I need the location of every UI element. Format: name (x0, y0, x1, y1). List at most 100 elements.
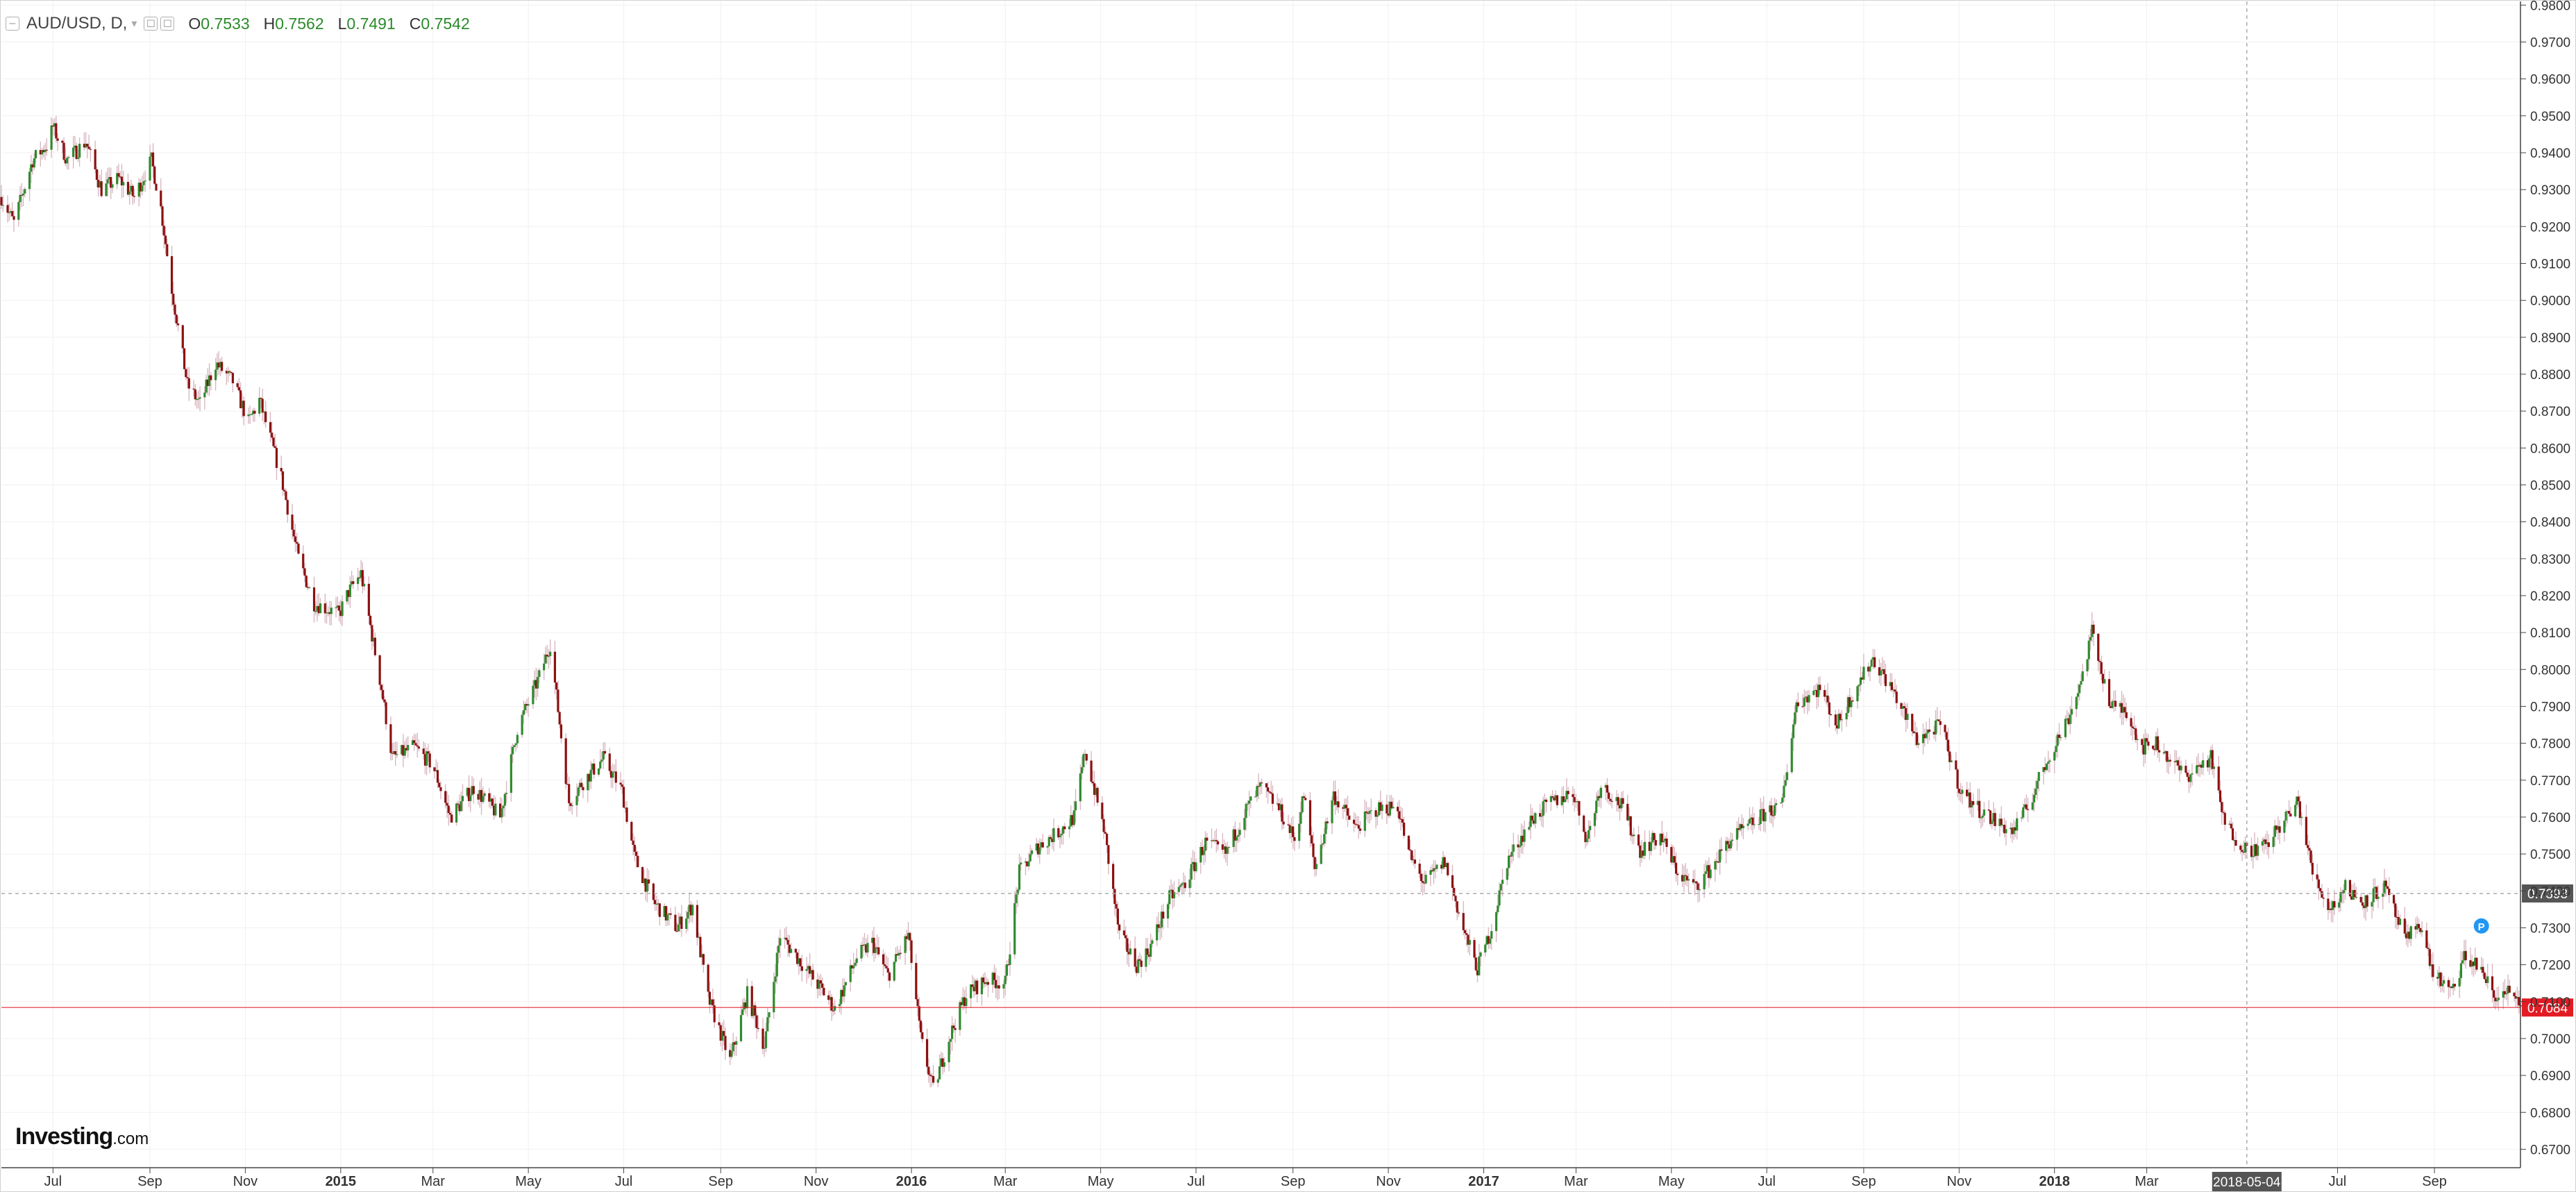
candle-body (51, 125, 54, 127)
candle-body (2123, 707, 2126, 712)
candle-body (1639, 845, 1642, 858)
candle-body (2311, 862, 2314, 875)
candle-body (389, 724, 392, 753)
candle-body (2461, 960, 2464, 964)
candle-body (67, 157, 70, 158)
square-icon[interactable]: ◻ (160, 17, 175, 31)
candle-body (2217, 766, 2220, 791)
candle-body (1499, 884, 1502, 891)
candle-body (1815, 689, 1818, 698)
candle-body (2242, 852, 2245, 853)
candle-body (2092, 624, 2095, 634)
candle-body (1719, 849, 1721, 863)
minus-box-icon[interactable]: – (6, 17, 19, 31)
candle-body (2177, 760, 2180, 766)
candle-body (2103, 679, 2106, 684)
candle-body (1869, 666, 1871, 672)
candle-body (2403, 918, 2406, 934)
candle-body (718, 1022, 721, 1025)
candle-body (1948, 751, 1951, 762)
candle-body (2338, 902, 2341, 908)
candle-body (1293, 837, 1296, 841)
candle-body (383, 699, 386, 703)
candle-body (330, 607, 332, 614)
candle-body (2135, 728, 2137, 740)
candle-body (1138, 959, 1141, 961)
y-tick-label: 0.9800 (2530, 0, 2570, 13)
x-tick-label: Nov (804, 1174, 829, 1189)
candle-body (1871, 657, 1875, 660)
chevron-down-icon[interactable]: ▾ (131, 18, 137, 30)
candle-body (991, 973, 994, 985)
x-tick-label: Nov (1376, 1174, 1401, 1189)
candle-body (86, 144, 89, 147)
candle-body (1578, 800, 1581, 816)
candle-body (930, 1075, 933, 1077)
candle-body (411, 740, 414, 746)
y-tick-label: 0.7500 (2530, 848, 2570, 862)
candle-body (230, 371, 233, 373)
candle-body (1507, 855, 1510, 868)
candle-body (2067, 718, 2070, 725)
candle-body (1245, 803, 1247, 819)
candle-body (2045, 764, 2048, 771)
candle-body (1649, 842, 1653, 851)
candle-body (965, 998, 968, 1007)
candle-body (1227, 846, 1230, 848)
x-tick-label: Jul (1758, 1174, 1776, 1189)
candle-body (1894, 689, 1896, 692)
candle-body (1084, 754, 1086, 755)
candle-body (1665, 838, 1668, 848)
candle-body (478, 789, 481, 800)
candle-body (757, 1027, 759, 1030)
candle-body (2441, 983, 2443, 987)
candle-body (273, 446, 276, 448)
symbol-label[interactable]: AUD/USD, D, (26, 14, 128, 33)
candle-body (2330, 908, 2333, 910)
price-axis[interactable]: 0.6700 0.6800 0.6900 0.7000 0.7100 0.7200 0.73… (2520, 0, 2570, 1168)
candle-body (2198, 764, 2201, 767)
candle-body (337, 605, 341, 611)
candle-body (302, 553, 305, 569)
investing-logo[interactable]: Investing.com (15, 1123, 149, 1150)
square-icon[interactable]: ◻ (144, 17, 158, 31)
candle-body (1615, 797, 1618, 801)
candle-body (571, 805, 573, 807)
candle-body (325, 612, 328, 614)
candle-body (131, 185, 134, 196)
x-tick-label: Jul (44, 1174, 62, 1189)
candle-body (2111, 701, 2114, 708)
candle-body (940, 1058, 943, 1066)
candle-body (1374, 810, 1377, 817)
candle-body (1628, 816, 1631, 821)
candle-body (2206, 760, 2209, 768)
candle-body (1184, 882, 1186, 889)
candle-body (1959, 793, 1962, 794)
candle-body (328, 612, 331, 614)
candle-body (522, 710, 525, 715)
candle-body (1122, 930, 1125, 936)
candle-body (2131, 726, 2134, 728)
candle-body (918, 1006, 920, 1021)
candle-body (2142, 745, 2145, 755)
time-axis[interactable]: Jul Sep Nov 2015 Mar May Jul Sep Nov 2016 Mar May Ju… (1, 1167, 2520, 1189)
candle-body (2505, 993, 2508, 995)
candle-body (1342, 807, 1345, 809)
candle-body (162, 226, 165, 236)
candle-body (1030, 850, 1034, 855)
candle-body (2053, 752, 2056, 761)
candle-body (1134, 948, 1136, 967)
candle-body (1685, 875, 1688, 881)
candle-body (1129, 948, 1132, 955)
candle-body (544, 654, 547, 664)
candle-body (1808, 695, 1810, 703)
candle-body (855, 958, 858, 964)
candle-body (1365, 811, 1368, 813)
candle-body (936, 1079, 939, 1083)
candle-body (1528, 827, 1531, 830)
candle-body (2469, 960, 2472, 967)
candle-body (2394, 903, 2397, 917)
candle-body (2253, 844, 2256, 857)
